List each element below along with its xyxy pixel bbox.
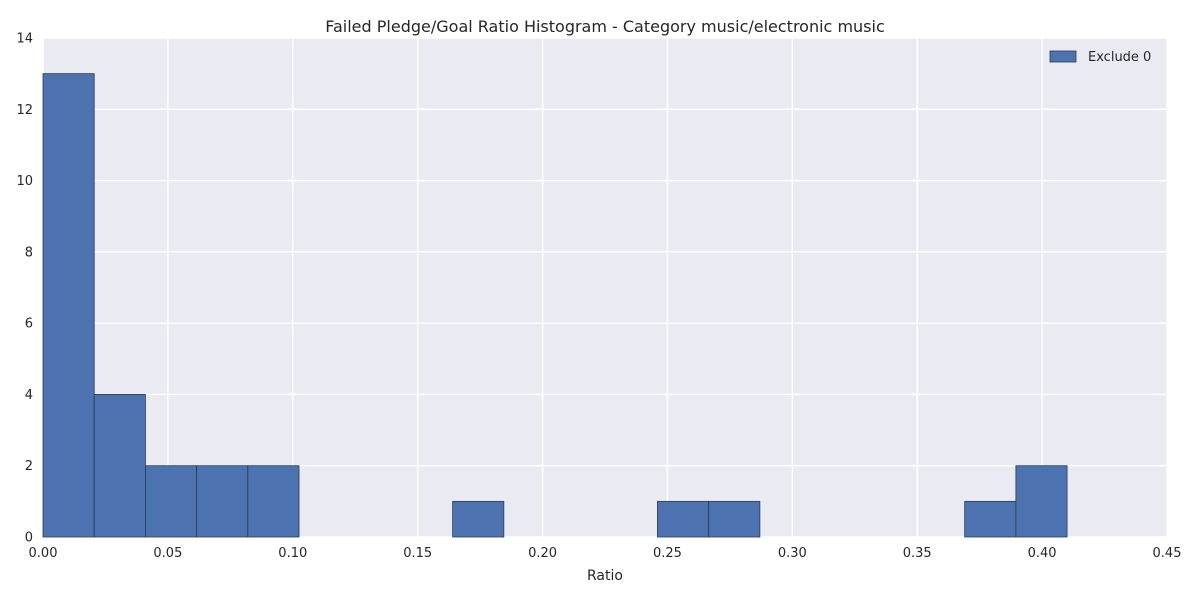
x-tick-label: 0.10 xyxy=(278,546,307,561)
x-tick-label: 0.20 xyxy=(528,546,557,561)
legend-swatch xyxy=(1049,50,1077,63)
histogram-bar xyxy=(1015,465,1068,538)
legend-label-exclude-0: Exclude 0 xyxy=(1088,50,1151,65)
y-tick-label: 14 xyxy=(16,32,33,47)
histogram-bar xyxy=(93,394,146,538)
histogram-bar xyxy=(42,73,95,538)
histogram-bar xyxy=(196,465,249,538)
x-tick-label: 0.30 xyxy=(778,546,807,561)
histogram-bars xyxy=(42,73,1068,538)
y-tick-label: 0 xyxy=(25,531,33,546)
y-tick-label: 4 xyxy=(25,388,33,403)
histogram-bar xyxy=(452,500,505,538)
x-tick-label: 0.35 xyxy=(903,546,932,561)
x-tick-label: 0.05 xyxy=(153,546,182,561)
y-tick-label: 12 xyxy=(16,103,33,118)
histogram-bar xyxy=(964,500,1017,538)
histogram-bar xyxy=(145,465,198,538)
x-tick-label: 0.45 xyxy=(1153,546,1182,561)
x-tick-label: 0.00 xyxy=(29,546,58,561)
x-tick-labels: 0.00 0.05 0.10 0.15 0.20 0.25 0.30 0.35 0.40 0.45 xyxy=(29,546,1182,561)
x-axis-label: Ratio xyxy=(587,568,623,584)
y-tick-labels: 0 2 4 6 8 10 12 14 xyxy=(16,32,33,546)
x-tick-label: 0.25 xyxy=(653,546,682,561)
x-tick-label: 0.15 xyxy=(403,546,432,561)
chart-title: Failed Pledge/Goal Ratio Histogram - Cat… xyxy=(325,17,885,36)
x-tick-label: 0.40 xyxy=(1028,546,1057,561)
legend: Exclude 0 xyxy=(1049,50,1151,65)
y-tick-label: 10 xyxy=(16,174,33,189)
y-tick-label: 6 xyxy=(25,317,33,332)
histogram-bar xyxy=(657,500,710,538)
histogram-bar xyxy=(708,500,761,538)
histogram-bar xyxy=(247,465,300,538)
y-tick-label: 2 xyxy=(25,459,33,474)
y-tick-label: 8 xyxy=(25,245,33,260)
plot-area xyxy=(43,38,1167,537)
